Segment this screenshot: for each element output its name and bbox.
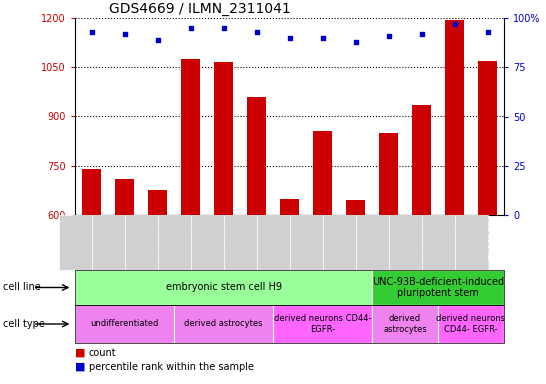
Point <box>186 25 195 31</box>
Bar <box>147 190 168 384</box>
Bar <box>444 20 465 384</box>
Text: derived
astrocytes: derived astrocytes <box>383 314 427 334</box>
Point <box>351 38 360 45</box>
Text: ■: ■ <box>75 362 86 372</box>
Bar <box>378 133 399 384</box>
Point <box>483 29 492 35</box>
Bar <box>478 61 497 384</box>
Point <box>219 25 228 31</box>
Bar <box>181 59 200 384</box>
Point <box>384 33 393 39</box>
Bar <box>247 97 266 384</box>
Text: count: count <box>88 348 116 358</box>
Point <box>417 31 426 37</box>
Text: derived neurons
CD44- EGFR-: derived neurons CD44- EGFR- <box>436 314 506 334</box>
Point <box>153 36 162 43</box>
Point <box>318 35 327 41</box>
Point <box>120 31 129 37</box>
Text: percentile rank within the sample: percentile rank within the sample <box>88 362 254 372</box>
Point <box>450 21 459 27</box>
Bar <box>313 131 333 384</box>
Text: ■: ■ <box>75 348 86 358</box>
Text: derived neurons CD44-
EGFR-: derived neurons CD44- EGFR- <box>274 314 371 334</box>
Bar <box>115 179 134 384</box>
Bar <box>412 105 431 384</box>
Point <box>285 35 294 41</box>
Point <box>87 29 96 35</box>
Text: GDS4669 / ILMN_2311041: GDS4669 / ILMN_2311041 <box>109 2 291 16</box>
Text: cell type: cell type <box>3 319 45 329</box>
Text: embryonic stem cell H9: embryonic stem cell H9 <box>165 283 282 293</box>
Text: UNC-93B-deficient-induced
pluripotent stem: UNC-93B-deficient-induced pluripotent st… <box>372 277 504 298</box>
Bar <box>346 200 365 384</box>
Text: derived astrocytes: derived astrocytes <box>184 319 263 328</box>
Text: undifferentiated: undifferentiated <box>90 319 159 328</box>
Point <box>252 29 261 35</box>
Text: cell line: cell line <box>3 283 40 293</box>
Bar <box>213 62 233 384</box>
Bar <box>81 169 102 384</box>
Bar <box>280 199 299 384</box>
